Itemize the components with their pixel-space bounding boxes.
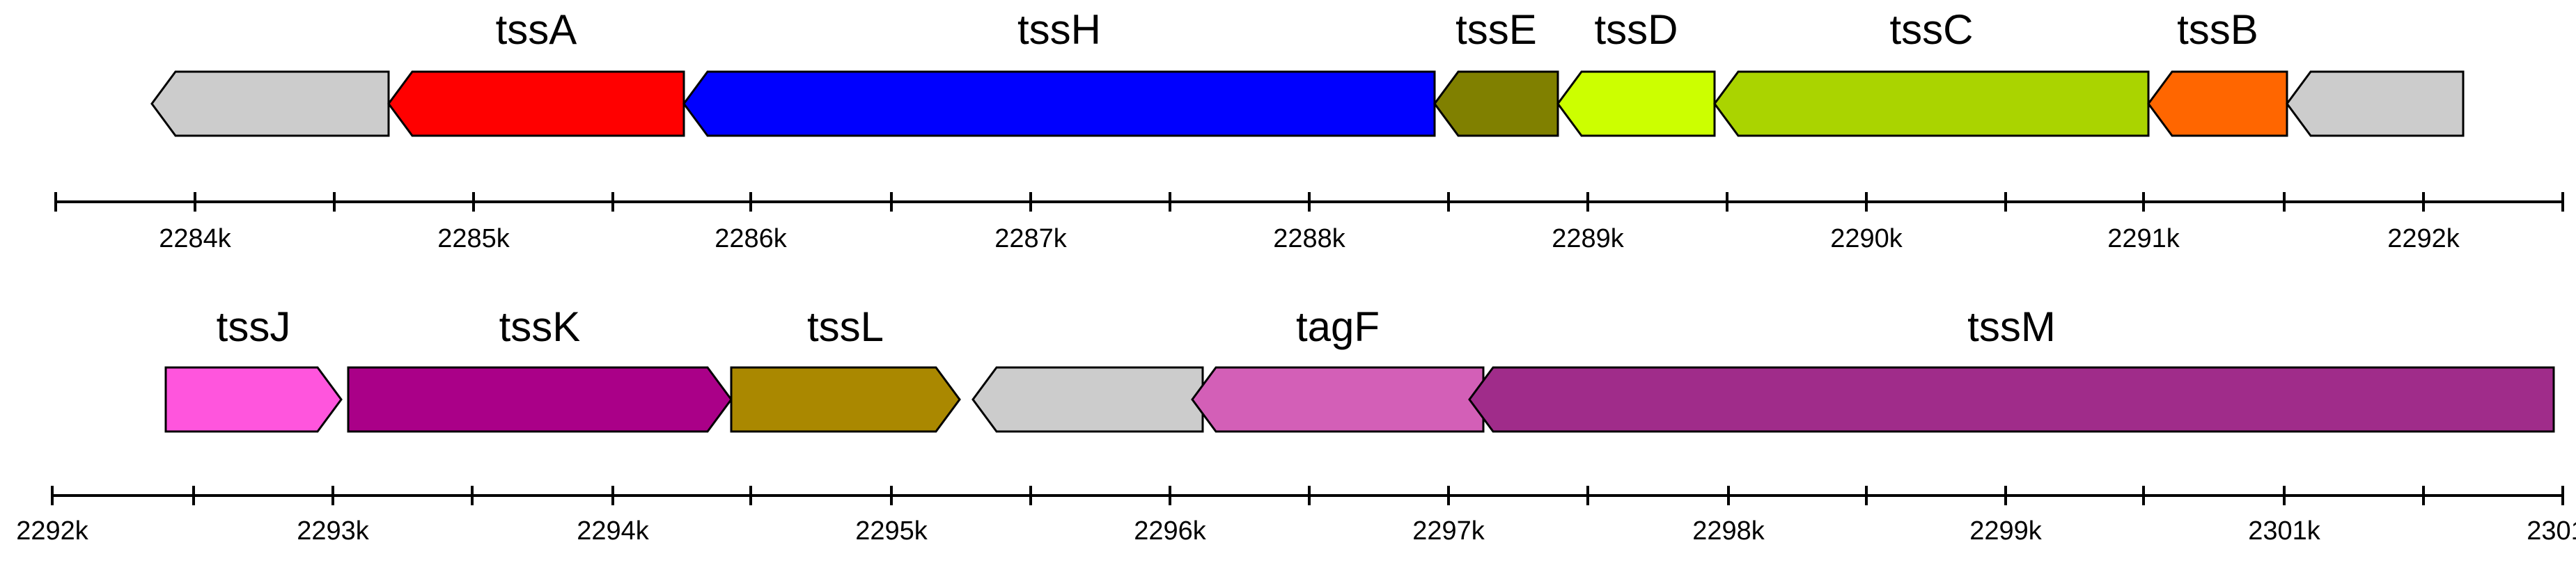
- axis-tick-label: 2294k: [577, 516, 650, 546]
- gene-arrow-tssh[interactable]: [682, 70, 1436, 137]
- gene-label-tsse: tssE: [1455, 6, 1537, 53]
- axis-tick-label: 2287k: [994, 224, 1068, 253]
- gene-arrow-tagf[interactable]: [1191, 366, 1485, 433]
- axis-tick-label: 2288k: [1273, 224, 1346, 253]
- gene-arrow-unlabeled-4[interactable]: [971, 366, 1204, 433]
- axis-tick-label: 2291k: [2107, 224, 2180, 253]
- gene-label-tssh: tssH: [1017, 6, 1101, 53]
- gene-label-tssl: tssL: [807, 303, 884, 350]
- axis-tick-label: 2299k: [1969, 516, 2043, 546]
- axis-tick-label: 2295k: [855, 516, 928, 546]
- gene-label-tssj: tssJ: [217, 303, 291, 350]
- gene-arrow-tssl[interactable]: [730, 366, 961, 433]
- gene-arrow-tssd[interactable]: [1556, 70, 1716, 137]
- gene-arrow-tsse[interactable]: [1433, 70, 1559, 137]
- gene-arrow-unlabeled-8[interactable]: [2286, 70, 2465, 137]
- axis-tick-label: 2292k: [2387, 224, 2460, 253]
- axis-tick-label: 2296k: [1134, 516, 1207, 546]
- gene-arrow-tssa[interactable]: [387, 70, 685, 137]
- axis-tick-label: 2289k: [1552, 224, 1625, 253]
- gene-track-1: tssA tssH tssE tssD tssC tssB 2284k 2285k 2286k 2…: [54, 6, 2564, 253]
- gene-arrow-tssk[interactable]: [347, 366, 733, 433]
- gene-arrow-tssj[interactable]: [164, 366, 343, 433]
- gene-label-tssk: tssK: [499, 303, 581, 350]
- axis-tick-label: 2293k: [297, 516, 370, 546]
- gene-arrow-tssm[interactable]: [1468, 366, 2555, 433]
- axis-tick-label: 2297k: [1412, 516, 1485, 546]
- gene-label-tagf: tagF: [1296, 303, 1380, 350]
- gene-arrow-tssb[interactable]: [2147, 70, 2288, 137]
- axis-tick-label: 2286k: [715, 224, 788, 253]
- gene-label-tssb: tssB: [2177, 6, 2258, 53]
- gene-label-tssa: tssA: [496, 6, 577, 53]
- gene-track-2: tssJ tssK tssL tagF tssM 2292k 2293k 2294k 2295k…: [16, 303, 2576, 546]
- axis-tick-label: 2301k: [2527, 516, 2576, 546]
- axis-tick-label: 2284k: [159, 224, 232, 253]
- gene-arrow-unlabeled-1[interactable]: [150, 70, 390, 137]
- axis-tick-label: 2292k: [16, 516, 89, 546]
- axis-tick-label: 2290k: [1830, 224, 1903, 253]
- axis-tick-label: 2285k: [437, 224, 510, 253]
- axis-tick-label: 2298k: [1692, 516, 1765, 546]
- gene-label-tssc: tssC: [1890, 6, 1974, 53]
- gene-label-tssd: tssD: [1595, 6, 1678, 53]
- gene-arrow-tssc[interactable]: [1713, 70, 2150, 137]
- axis-tick-label: 2301k: [2248, 516, 2321, 546]
- gene-label-tssm: tssM: [1967, 303, 2056, 350]
